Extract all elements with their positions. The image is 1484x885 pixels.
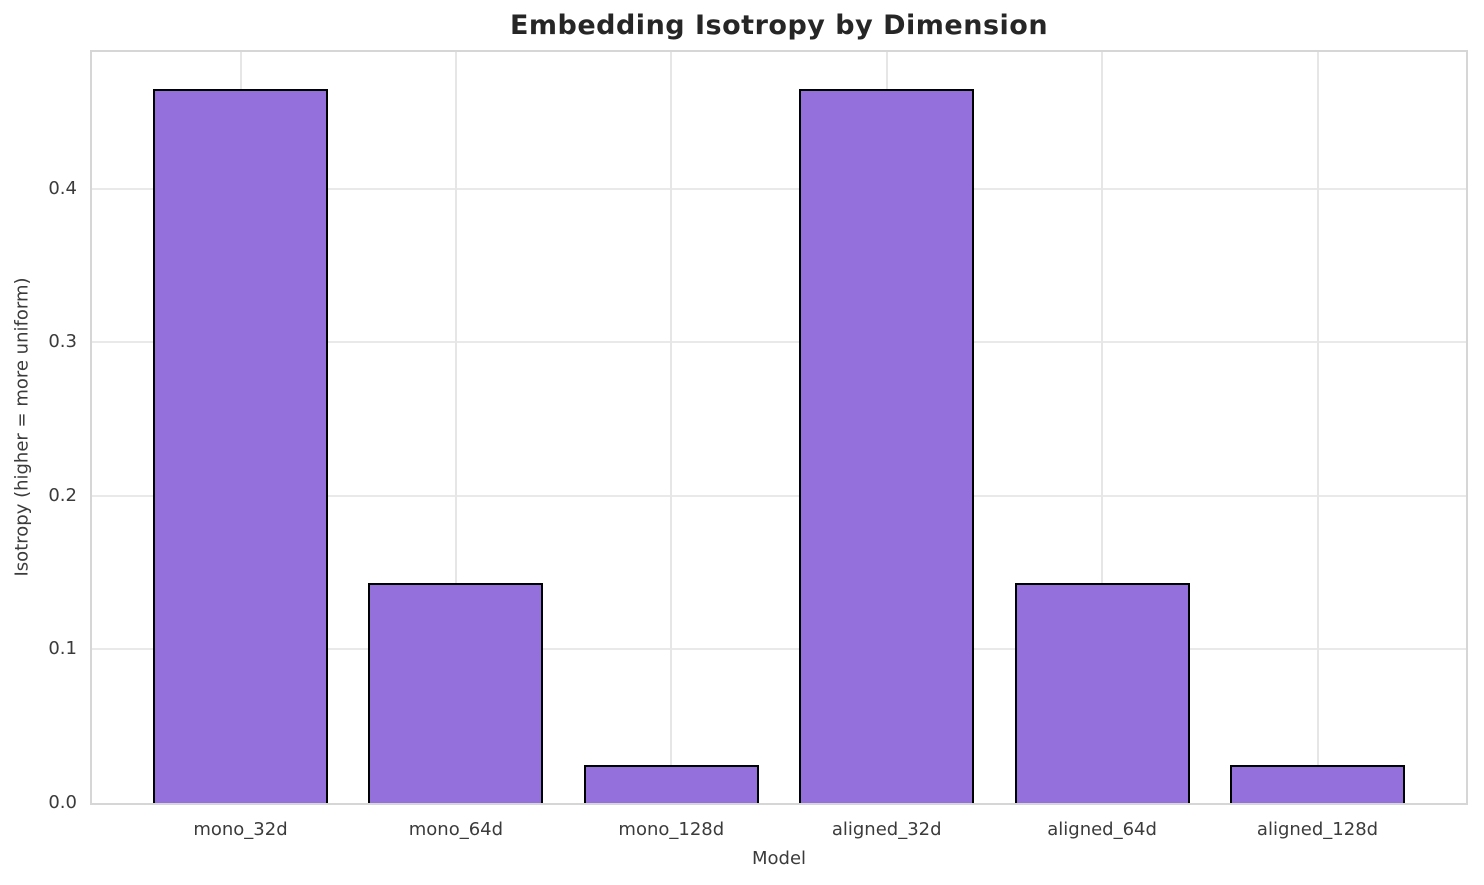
bar-mono_64d xyxy=(368,583,544,803)
gridline-horizontal xyxy=(92,187,1466,190)
x-tick-label-mono_32d: mono_32d xyxy=(193,819,288,840)
gridline-vertical xyxy=(454,52,457,803)
y-tick-label: 0.3 xyxy=(48,331,77,353)
bar-aligned_128d xyxy=(1230,764,1405,803)
chart-title: Embedding Isotropy by Dimension xyxy=(509,10,1049,41)
x-tick-label-aligned_32d: aligned_32d xyxy=(831,819,942,840)
gridline-vertical xyxy=(1316,52,1319,803)
y-axis-label-text: Isotropy (higher = more uniform) xyxy=(11,277,33,577)
x-tick-label-mono_64d: mono_64d xyxy=(408,819,504,840)
gridline-vertical xyxy=(670,52,673,803)
plot-area xyxy=(90,50,1468,805)
gridline-vertical xyxy=(1101,52,1104,803)
bar-mono_128d xyxy=(583,764,759,803)
y-tick-label: 0.0 xyxy=(48,792,77,813)
y-tick-label: 0.1 xyxy=(48,638,77,660)
gridline-horizontal xyxy=(92,341,1466,344)
y-tick-label: 0.4 xyxy=(48,177,77,199)
gridline-horizontal xyxy=(92,648,1466,651)
gridline-horizontal xyxy=(92,494,1466,497)
x-tick-label-aligned_128d: aligned_128d xyxy=(1256,819,1379,840)
x-tick-label-aligned_64d: aligned_64d xyxy=(1047,819,1157,840)
bar-mono_32d xyxy=(153,88,328,803)
x-axis-label: Model xyxy=(751,848,807,869)
bar-aligned_32d xyxy=(799,88,975,803)
bar-aligned_64d xyxy=(1014,583,1190,803)
y-tick-label: 0.2 xyxy=(48,484,77,506)
x-tick-label-mono_128d: mono_128d xyxy=(618,819,725,840)
plot-inner xyxy=(92,52,1466,803)
